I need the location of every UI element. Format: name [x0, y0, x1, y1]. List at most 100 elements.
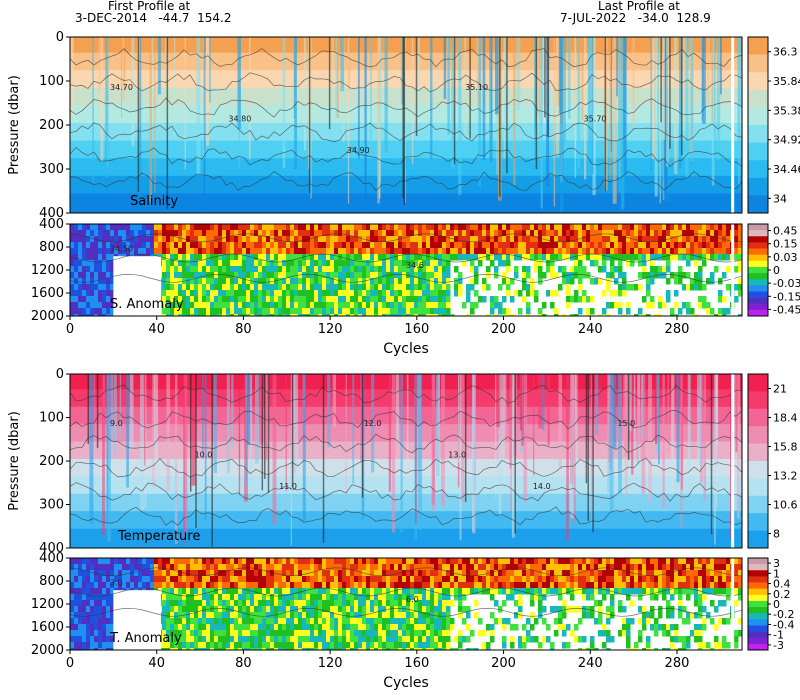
- anomaly-cell: [194, 558, 199, 565]
- anomaly-cell: [294, 266, 299, 273]
- anomaly-cell: [386, 266, 391, 273]
- anomaly-cell: [226, 260, 231, 267]
- anomaly-cell: [450, 248, 455, 255]
- anomaly-cell: [642, 260, 647, 267]
- anomaly-cell: [286, 600, 291, 607]
- anomaly-cell: [422, 296, 427, 303]
- anomaly-cell: [530, 290, 535, 297]
- anomaly-cell: [298, 296, 303, 303]
- anomaly-cell: [298, 248, 303, 255]
- anomaly-cell: [158, 576, 163, 583]
- anomaly-cell: [146, 582, 151, 589]
- anomaly-cell: [130, 248, 135, 255]
- anomaly-cell: [538, 254, 543, 261]
- anomaly-cell: [206, 558, 211, 565]
- anomaly-cell: [98, 612, 103, 619]
- anomaly-cell: [82, 630, 87, 637]
- anomaly-cell: [102, 248, 107, 255]
- anomaly-cell: [378, 558, 383, 565]
- anomaly-cell: [646, 248, 651, 255]
- anomaly-cell: [502, 242, 507, 249]
- anomaly-cell: [378, 588, 383, 595]
- anomaly-cell: [414, 254, 419, 261]
- anomaly-cell: [422, 564, 427, 571]
- anomaly-cell: [650, 224, 655, 231]
- profile-streak: [680, 374, 683, 528]
- anomaly-cell: [506, 278, 511, 285]
- profile-streak: [205, 37, 209, 147]
- anomaly-cell: [398, 308, 403, 315]
- anomaly-cell: [678, 236, 683, 243]
- anomaly-cell: [322, 570, 327, 577]
- anomaly-cell: [362, 314, 367, 316]
- anomaly-cell: [710, 618, 715, 625]
- anomaly-cell: [214, 260, 219, 267]
- anomaly-cell: [642, 266, 647, 273]
- profile-streak: [503, 37, 505, 159]
- anomaly-cell: [238, 278, 243, 285]
- anomaly-cell: [574, 582, 579, 589]
- anomaly-cell: [494, 618, 499, 625]
- anomaly-cell: [270, 576, 275, 583]
- anomaly-cell: [494, 588, 499, 595]
- anomaly-cell: [258, 600, 263, 607]
- anomaly-cell: [214, 290, 219, 297]
- anomaly-cell: [118, 236, 123, 243]
- anomaly-cell: [442, 588, 447, 595]
- anomaly-cell: [394, 260, 399, 267]
- anomaly-cell: [238, 296, 243, 303]
- anomaly-cell: [722, 272, 727, 279]
- anomaly-cell: [462, 230, 467, 237]
- anomaly-cell: [294, 236, 299, 243]
- anomaly-cell: [98, 606, 103, 613]
- anomaly-cell: [350, 272, 355, 279]
- anomaly-cell: [646, 558, 651, 565]
- anomaly-cell: [382, 606, 387, 613]
- anomaly-cell: [174, 290, 179, 297]
- anomaly-cell: [198, 302, 203, 309]
- anomaly-cell: [106, 558, 111, 565]
- anomaly-cell: [282, 230, 287, 237]
- anomaly-cell: [186, 588, 191, 595]
- anomaly-cell: [330, 558, 335, 565]
- anomaly-cell: [474, 648, 479, 650]
- anomaly-cell: [594, 576, 599, 583]
- anomaly-cell: [438, 314, 443, 316]
- anomaly-cell: [594, 236, 599, 243]
- anomaly-cell: [346, 230, 351, 237]
- anomaly-cell: [186, 254, 191, 261]
- anomaly-cell: [462, 582, 467, 589]
- anomaly-cell: [262, 564, 267, 571]
- anomaly-cell: [362, 272, 367, 279]
- profile-spike: [627, 374, 630, 460]
- anomaly-cell: [358, 636, 363, 643]
- anomaly-cell: [410, 236, 415, 243]
- y-tick-label: 200: [39, 454, 64, 469]
- anomaly-cell: [90, 230, 95, 237]
- anomaly-cell: [134, 242, 139, 249]
- anomaly-cell: [522, 254, 527, 261]
- anomaly-cell: [350, 618, 355, 625]
- anomaly-cell: [738, 230, 742, 237]
- anomaly-cell: [386, 248, 391, 255]
- profile-streak: [503, 374, 507, 435]
- anomaly-cell: [222, 284, 227, 291]
- anomaly-cell: [86, 576, 91, 583]
- anomaly-cell: [726, 588, 731, 595]
- anomaly-cell: [178, 248, 183, 255]
- anomaly-cell: [402, 630, 407, 637]
- anomaly-cell: [410, 230, 415, 237]
- anomaly-cell: [442, 302, 447, 309]
- anomaly-cell: [398, 624, 403, 631]
- profile-streak: [184, 37, 186, 170]
- anomaly-cell: [734, 284, 739, 291]
- anomaly-cell: [82, 618, 87, 625]
- anomaly-cell: [466, 564, 471, 571]
- anomaly-cell: [638, 260, 643, 267]
- anomaly-cell: [614, 230, 619, 237]
- anomaly-cell: [298, 564, 303, 571]
- anomaly-cell: [690, 224, 695, 231]
- anomaly-cell: [406, 642, 411, 649]
- anomaly-cell: [330, 612, 335, 619]
- anomaly-cell: [334, 636, 339, 643]
